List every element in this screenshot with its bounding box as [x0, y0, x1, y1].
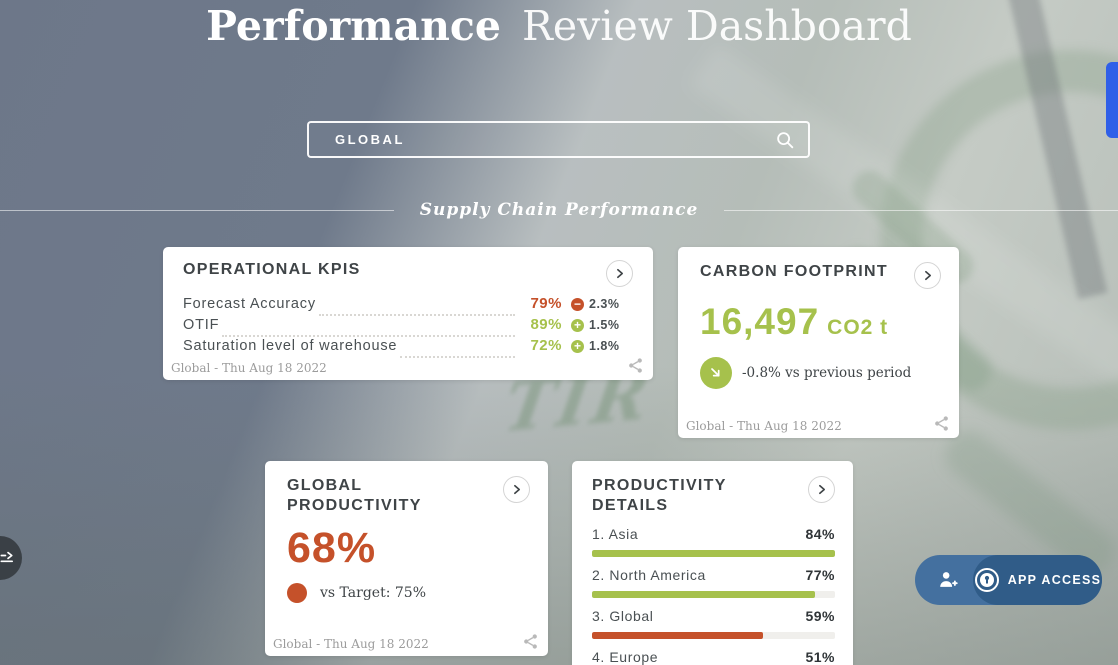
delta-value: 1.5% — [589, 318, 620, 332]
share-icon[interactable] — [933, 415, 950, 432]
page-title-bold: Performance — [206, 2, 501, 50]
region-value: 59% — [805, 608, 835, 624]
status-dot-icon — [287, 583, 307, 603]
kpi-delta: + 1.5% — [571, 318, 633, 332]
operational-kpis-card: OPERATIONAL KPIS Forecast Accuracy 79% −… — [163, 247, 653, 380]
region-value: 77% — [805, 567, 835, 583]
progress-track — [592, 550, 835, 557]
card-footer-scope-date: Global - Thu Aug 18 2022 — [686, 419, 842, 433]
carbon-footprint-expand-button[interactable] — [914, 262, 941, 289]
kpi-label: Forecast Accuracy — [183, 296, 316, 312]
sidebar-expand-button[interactable] — [0, 536, 22, 580]
ranking-row: 1. Asia 84% — [592, 526, 835, 557]
dotted-leader — [400, 353, 515, 358]
kpi-delta: + 1.8% — [571, 339, 633, 353]
region-value: 51% — [805, 649, 835, 665]
progress-bar — [592, 632, 763, 639]
region-value: 84% — [805, 526, 835, 542]
progress-track — [592, 632, 835, 639]
region-label: 3. Global — [592, 608, 654, 624]
card-footer-scope-date: Global - Thu Aug 18 2022 — [273, 637, 429, 651]
browser-extension-tab[interactable] — [1106, 62, 1118, 138]
global-productivity-title: GLOBAL PRODUCTIVITY — [287, 477, 422, 514]
dotted-leader — [222, 332, 515, 337]
progress-track — [592, 591, 835, 598]
region-label: 2. North America — [592, 567, 706, 583]
dotted-leader — [318, 311, 515, 316]
chevron-right-icon — [925, 270, 932, 281]
delta-down-icon: − — [571, 297, 584, 311]
carbon-unit: CO2 t — [827, 316, 889, 339]
share-icon[interactable] — [627, 357, 644, 374]
carbon-trend-note: -0.8% vs previous period — [742, 365, 912, 381]
productivity-details-expand-button[interactable] — [808, 476, 835, 503]
carbon-footprint-card: CARBON FOOTPRINT 16,497 CO2 t -0.8% vs pr… — [678, 247, 959, 438]
kpi-value: 79% — [530, 295, 562, 312]
productivity-target-note: vs Target: 75% — [320, 585, 426, 601]
kpi-label: Saturation level of warehouse — [183, 338, 398, 354]
kpi-list: Forecast Accuracy 79% − 2.3% OTIF 89% + … — [183, 295, 633, 358]
carbon-trend-row: -0.8% vs previous period — [700, 357, 941, 389]
chevron-right-icon — [514, 484, 521, 495]
section-divider: Supply Chain Performance — [0, 200, 1118, 220]
productivity-details-title: PRODUCTIVITY DETAILS — [592, 477, 727, 514]
global-productivity-card: GLOBAL PRODUCTIVITY 68% vs Target: 75% G… — [265, 461, 548, 656]
kpi-delta: − 2.3% — [571, 297, 633, 311]
chevron-right-icon — [819, 484, 826, 495]
kpi-value: 89% — [530, 316, 562, 333]
ranking-row: 4. Europe 51% — [592, 649, 835, 665]
productivity-ranking-list: 1. Asia 84% 2. North America 77% 3. Glob… — [592, 526, 835, 665]
delta-value: 2.3% — [589, 297, 620, 311]
divider-line-right — [724, 209, 1118, 211]
app-access-button[interactable]: APP ACCESS — [973, 555, 1102, 605]
kpi-row: OTIF 89% + 1.5% — [183, 316, 633, 337]
delta-up-icon: + — [571, 318, 584, 332]
delta-value: 1.8% — [589, 339, 620, 353]
search-icon[interactable] — [774, 129, 796, 151]
productivity-details-card: PRODUCTIVITY DETAILS 1. Asia 84% 2. Nort… — [572, 461, 853, 665]
app-access-label: APP ACCESS — [1007, 573, 1102, 587]
kpi-value: 72% — [530, 337, 562, 354]
page-title-light: Review Dashboard — [522, 2, 912, 50]
ranking-row: 2. North America 77% — [592, 567, 835, 598]
kpi-label: OTIF — [183, 317, 220, 333]
operational-kpis-title: OPERATIONAL KPIS — [183, 261, 361, 278]
ranking-row: 3. Global 59% — [592, 608, 835, 639]
global-productivity-expand-button[interactable] — [503, 476, 530, 503]
scope-search-box — [307, 121, 810, 158]
search-input[interactable] — [309, 132, 774, 147]
carbon-footprint-title: CARBON FOOTPRINT — [700, 263, 888, 280]
kpi-row: Forecast Accuracy 79% − 2.3% — [183, 295, 633, 316]
carbon-number: 16,497 — [700, 301, 820, 342]
kpi-row: Saturation level of warehouse 72% + 1.8% — [183, 337, 633, 358]
keyhole-lock-icon — [974, 568, 999, 592]
operational-kpis-expand-button[interactable] — [606, 260, 633, 287]
add-user-icon — [940, 572, 958, 587]
page-title: Performance Review Dashboard — [0, 2, 1118, 50]
trend-down-right-icon — [700, 357, 732, 389]
chevron-right-icon — [617, 268, 624, 279]
progress-bar — [592, 591, 815, 598]
section-title: Supply Chain Performance — [419, 200, 699, 220]
progress-bar — [592, 550, 835, 557]
card-footer-scope-date: Global - Thu Aug 18 2022 — [171, 361, 327, 375]
region-label: 1. Asia — [592, 526, 639, 542]
productivity-target-row: vs Target: 75% — [287, 583, 530, 603]
carbon-value: 16,497 CO2 t — [700, 301, 941, 343]
app-access-widget: APP ACCESS — [915, 555, 1102, 605]
share-icon[interactable] — [522, 633, 539, 650]
expand-arrow-icon — [0, 551, 14, 563]
region-label: 4. Europe — [592, 649, 659, 665]
divider-line-left — [0, 209, 394, 211]
delta-up-icon: + — [571, 339, 584, 353]
productivity-value: 68% — [287, 524, 377, 572]
